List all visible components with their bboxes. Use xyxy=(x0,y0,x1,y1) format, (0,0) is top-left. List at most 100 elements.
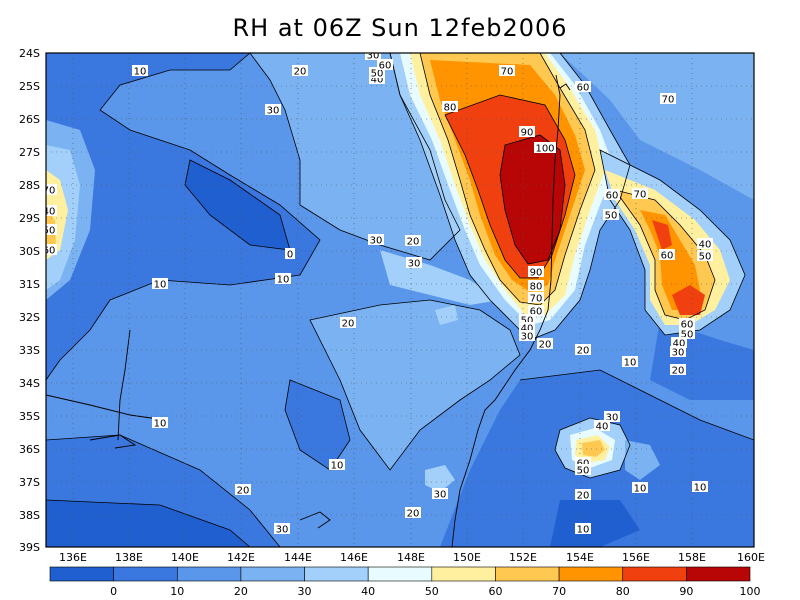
contour-label-text: 80 xyxy=(530,282,543,293)
lon-tick: 140E xyxy=(171,551,199,564)
contour-label-text: 40 xyxy=(371,75,384,86)
contour-label: 20 xyxy=(405,235,421,248)
contour-label-text: 50 xyxy=(43,226,56,237)
lat-tick: 38S xyxy=(19,509,40,522)
contour-label: 30 xyxy=(368,234,384,247)
contour-label-text: 10 xyxy=(134,67,147,78)
contour-label: 70 xyxy=(632,188,648,201)
contour-label: 10 xyxy=(632,482,648,495)
contour-label-text: 10 xyxy=(154,419,167,430)
contour-label: 30 xyxy=(432,488,448,501)
lat-tick: 35S xyxy=(19,410,40,423)
contour-label: 60 xyxy=(679,318,695,331)
contour-label: 50 xyxy=(575,464,591,477)
coastline xyxy=(46,74,571,547)
contour-label: 10 xyxy=(575,523,591,536)
rh-band-0-10 xyxy=(46,53,320,380)
contour-label-text: 40 xyxy=(521,324,534,335)
contour-label: 80 xyxy=(528,280,544,293)
contour-label-text: 60 xyxy=(661,251,674,262)
contour-label-text: 20 xyxy=(342,319,355,330)
contour-label: 30 xyxy=(604,411,620,424)
contour-label: 40 xyxy=(697,238,713,251)
lon-tick: 138E xyxy=(115,551,143,564)
lat-tick: 33S xyxy=(19,344,40,357)
contour-label: 60 xyxy=(43,244,57,257)
contour-label: 30 xyxy=(406,257,422,270)
contour-label: 20 xyxy=(575,344,591,357)
contour-label-text: 40 xyxy=(596,422,609,433)
contour-label-text: 60 xyxy=(577,83,590,94)
contour-label: 50 xyxy=(679,328,695,341)
colorbar-label: 40 xyxy=(361,585,375,598)
lon-tick: 148E xyxy=(397,551,425,564)
contour-label-text: 30 xyxy=(267,106,280,117)
contour-label-text: 60 xyxy=(530,307,543,318)
contour-label-text: 10 xyxy=(154,280,167,291)
contour-label-text: 0 xyxy=(287,250,293,261)
colorbar-label: 0 xyxy=(110,585,117,598)
colorbar-label: 70 xyxy=(552,585,566,598)
contour-label: 30 xyxy=(519,330,535,343)
rh-band-90-100 xyxy=(500,135,565,264)
contour-label: 50 xyxy=(369,67,385,80)
contour-label-text: 30 xyxy=(276,525,289,536)
lon-tick: 146E xyxy=(340,551,368,564)
lat-tick: 25S xyxy=(19,80,40,93)
colorbar-swatch xyxy=(431,566,496,582)
lat-tick: 24S xyxy=(19,47,40,60)
lon-tick: 158E xyxy=(678,551,706,564)
colorbar-label: 50 xyxy=(425,585,439,598)
contour-label-text: 20 xyxy=(407,509,420,520)
contour-label-text: 60 xyxy=(43,246,56,257)
contour-label: 20 xyxy=(292,65,308,78)
contour-label-text: 50 xyxy=(699,252,712,263)
rh-band-20-30 xyxy=(310,300,520,470)
contour-label: 50 xyxy=(519,314,535,327)
rh-band-80-90 xyxy=(672,285,705,315)
contour-label: 40 xyxy=(671,337,687,350)
contour-label-text: 70 xyxy=(662,95,675,106)
lat-tick: 30S xyxy=(19,245,40,258)
lat-tick: 29S xyxy=(19,212,40,225)
contour-label: 10 xyxy=(692,481,708,494)
contour-label-text: 20 xyxy=(237,486,250,497)
contour-label-text: 40 xyxy=(673,339,686,350)
rh-band-lt-0 xyxy=(185,160,290,250)
lat-tick: 26S xyxy=(19,113,40,126)
contour-label-text: 100 xyxy=(535,144,554,155)
contour-label: 100 xyxy=(534,142,556,155)
contour-label-text: 60 xyxy=(379,61,392,72)
colorbar-swatch xyxy=(686,566,751,582)
contour-label-text: 50 xyxy=(681,330,694,341)
colorbar-swatch xyxy=(304,566,369,582)
lon-tick: 160E xyxy=(737,551,765,564)
colorbar-label: 80 xyxy=(616,585,630,598)
rh-band-60-70 xyxy=(582,440,605,457)
contour-label-text: 60 xyxy=(606,191,619,202)
contour-label: 40 xyxy=(519,322,535,335)
rh-band-20-30 xyxy=(625,440,660,480)
colorbar-swatch xyxy=(176,566,242,582)
contour-label: 30 xyxy=(365,53,381,62)
contour-label-text: 10 xyxy=(577,525,590,536)
contour-label: 50 xyxy=(43,224,57,237)
lat-tick: 28S xyxy=(19,179,40,192)
lon-tick: 152E xyxy=(509,551,537,564)
contour-label: 70 xyxy=(499,65,515,78)
contour-label: 60 xyxy=(659,249,675,262)
longitude-axis: 136E 138E 140E 142E 144E 146E 148E 150E … xyxy=(59,551,765,564)
rh-band-lt-0 xyxy=(550,500,640,547)
contour-label: 10 xyxy=(275,273,291,286)
contour-label: 30 xyxy=(274,523,290,536)
contour-label-text: 90 xyxy=(521,128,534,139)
map-title: RH at 06Z Sun 12feb2006 xyxy=(232,14,568,42)
contour-label: 20 xyxy=(670,364,686,377)
colorbar-label: 90 xyxy=(679,585,693,598)
lat-tick: 31S xyxy=(19,278,40,291)
lat-tick: 36S xyxy=(19,443,40,456)
contour-label: 50 xyxy=(603,209,619,222)
